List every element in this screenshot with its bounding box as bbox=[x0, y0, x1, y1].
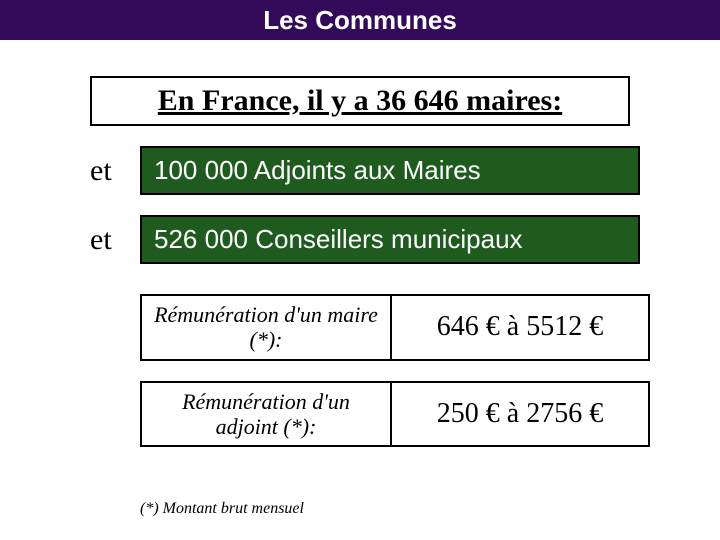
remu-row-adjoint: Rémunération d'un adjoint (*): 250 € à 2… bbox=[0, 381, 720, 448]
header-title: Les Communes bbox=[263, 5, 457, 36]
remu-label-maire: Rémunération d'un maire (*): bbox=[140, 294, 390, 361]
remu-row-maire: Rémunération d'un maire (*): 646 € à 551… bbox=[0, 294, 720, 361]
remu-value-maire: 646 € à 5512 € bbox=[390, 294, 650, 361]
row-adjoints: et 100 000 Adjoints aux Maires bbox=[0, 146, 720, 195]
header-bar: Les Communes bbox=[0, 0, 720, 40]
et-label: et bbox=[90, 223, 140, 257]
footnote: (*) Montant brut mensuel bbox=[140, 500, 304, 518]
green-box-conseillers: 526 000 Conseillers municipaux bbox=[140, 215, 640, 264]
remu-label-adjoint: Rémunération d'un adjoint (*): bbox=[140, 381, 390, 448]
remu-value-adjoint: 250 € à 2756 € bbox=[390, 381, 650, 448]
main-heading: En France, il y a 36 646 maires: bbox=[90, 76, 630, 126]
et-label: et bbox=[90, 154, 140, 188]
row-conseillers: et 526 000 Conseillers municipaux bbox=[0, 215, 720, 264]
green-box-adjoints: 100 000 Adjoints aux Maires bbox=[140, 146, 640, 195]
